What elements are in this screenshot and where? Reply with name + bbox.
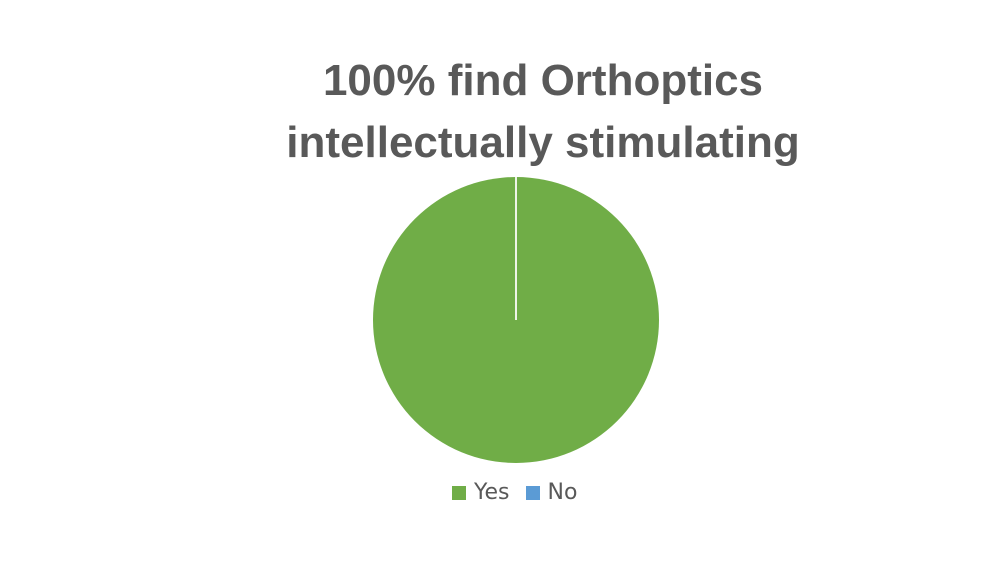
legend-swatch-no	[525, 485, 540, 500]
legend-swatch-yes	[452, 485, 466, 500]
chart-title: 100% find Orthoptics intellectually stim…	[200, 50, 886, 174]
chart-title-line-1: 100% find Orthoptics	[322, 56, 764, 105]
legend-label-no: No	[547, 480, 578, 505]
legend-item-no: No	[525, 480, 578, 505]
legend-item-yes: Yes	[452, 480, 510, 505]
legend: Yes No	[452, 480, 593, 505]
legend-label-yes: Yes	[474, 480, 510, 505]
chart-title-line-2: intellectually stimulating	[286, 118, 800, 167]
